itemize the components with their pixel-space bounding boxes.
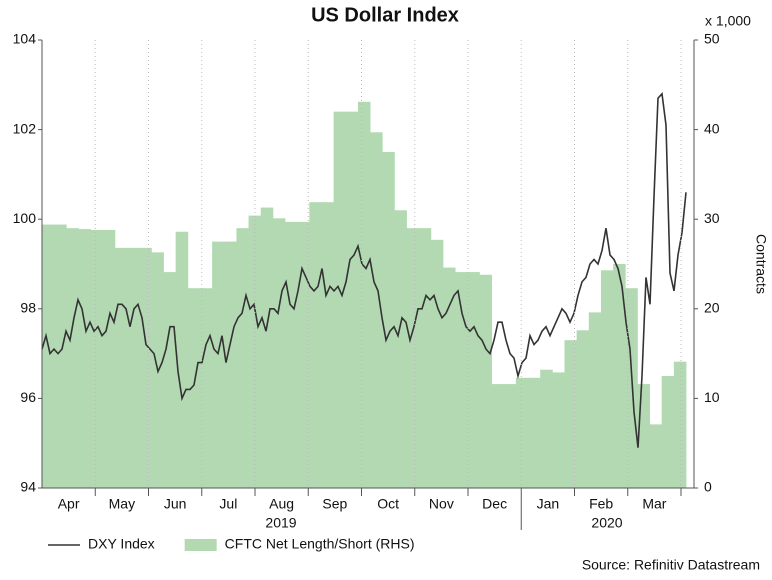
x-tick-label: Jan <box>537 496 560 512</box>
area-step <box>260 207 274 488</box>
area-step <box>576 330 590 488</box>
area-step <box>78 229 92 488</box>
area-step <box>54 224 67 489</box>
area-step <box>163 272 177 488</box>
area-step <box>673 361 687 488</box>
y-tick-label: 94 <box>20 479 36 495</box>
area-step <box>333 111 347 489</box>
area-step <box>455 272 468 488</box>
area-step <box>272 218 286 488</box>
chart-title: US Dollar Index <box>311 4 459 26</box>
area-step <box>552 372 565 488</box>
area-step <box>90 229 104 488</box>
legend-label: CFTC Net Length/Short (RHS) <box>225 536 415 552</box>
x-tick-label: Apr <box>58 496 80 512</box>
x-tick-label: Jul <box>219 496 237 512</box>
area-step <box>370 132 383 488</box>
y2-tick-label: 20 <box>704 300 720 316</box>
area-step <box>600 270 614 488</box>
x-tick-label: Oct <box>377 496 399 512</box>
x-tick-label: Dec <box>482 496 507 512</box>
y2-unit: x 1,000 <box>705 13 751 29</box>
area-step <box>357 101 371 488</box>
y-tick-label: 104 <box>13 31 37 47</box>
area-step <box>467 272 480 488</box>
x-tick-label: May <box>109 496 135 512</box>
area-step <box>224 241 237 488</box>
area-step <box>564 340 578 488</box>
area-step <box>503 384 517 488</box>
y-tick-label: 96 <box>20 389 36 405</box>
y2-axis-label: Contracts <box>753 234 769 294</box>
area-step <box>528 377 541 488</box>
area-step <box>613 264 626 488</box>
x-tick-label: Sep <box>322 496 347 512</box>
area-step <box>442 267 456 488</box>
area-step <box>212 241 225 488</box>
year-label: 2019 <box>265 515 296 531</box>
x-tick-label: Nov <box>429 496 454 512</box>
x-tick-label: Aug <box>269 496 294 512</box>
area-step <box>418 228 432 488</box>
area-step <box>540 369 553 488</box>
y-tick-label: 102 <box>13 120 37 136</box>
y2-tick-label: 10 <box>704 389 720 405</box>
area-step <box>479 274 492 488</box>
y2-tick-label: 0 <box>704 479 712 495</box>
area-step <box>406 228 420 488</box>
x-tick-label: Mar <box>642 496 666 512</box>
area-step <box>139 247 152 488</box>
area-step <box>42 224 55 489</box>
area-step <box>187 288 201 488</box>
area-step <box>321 202 335 488</box>
area-step <box>382 152 395 488</box>
area-step <box>394 210 407 489</box>
legend-label: DXY Index <box>88 536 155 552</box>
year-label: 2020 <box>591 515 622 531</box>
legend-swatch <box>184 539 217 551</box>
area-step <box>661 376 675 488</box>
area-step <box>297 221 310 488</box>
area-step <box>430 239 444 488</box>
area-step <box>127 247 140 488</box>
source-note: Source: Refinitiv Datastream <box>582 557 760 573</box>
area-step <box>236 228 249 488</box>
area-step <box>114 247 128 488</box>
area-step <box>66 228 79 488</box>
y2-tick-label: 30 <box>704 210 720 226</box>
area-step <box>649 424 663 488</box>
x-tick-label: Jun <box>164 496 187 512</box>
x-tick-label: Feb <box>589 496 613 512</box>
area-step <box>285 221 298 488</box>
y2-tick-label: 50 <box>704 31 720 47</box>
area-step <box>102 229 116 488</box>
area-step <box>345 111 359 489</box>
area-step <box>515 377 529 488</box>
area-step <box>625 288 638 488</box>
y2-tick-label: 40 <box>704 120 720 136</box>
data-line <box>41 91 687 448</box>
area-step <box>309 202 322 488</box>
area-step <box>175 231 189 488</box>
y-tick-label: 100 <box>13 210 37 226</box>
y-tick-label: 98 <box>20 300 36 316</box>
area-step <box>491 384 505 488</box>
area-step <box>248 215 262 488</box>
area-step <box>588 312 602 488</box>
